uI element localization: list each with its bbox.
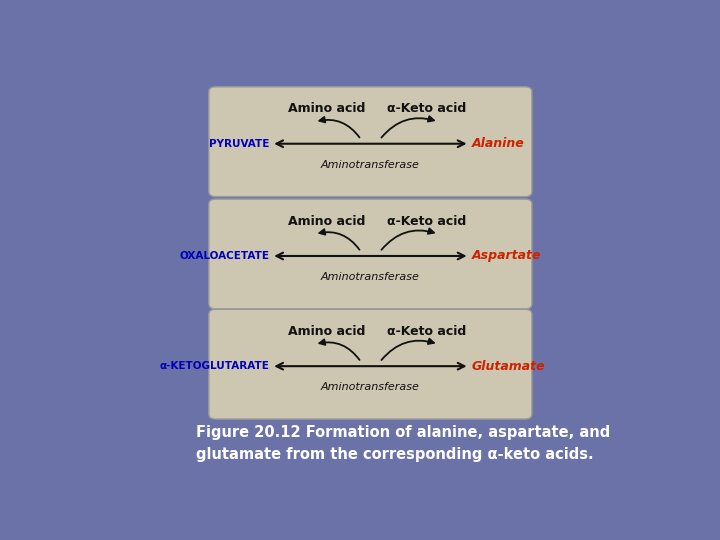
Text: α-KETOGLUTARATE: α-KETOGLUTARATE — [159, 361, 269, 371]
Text: OXALOACETATE: OXALOACETATE — [179, 251, 269, 261]
Text: Amino acid: Amino acid — [288, 325, 366, 338]
Text: PYRUVATE: PYRUVATE — [209, 139, 269, 148]
FancyBboxPatch shape — [209, 199, 532, 309]
FancyBboxPatch shape — [209, 87, 532, 197]
Text: Aminotransferase: Aminotransferase — [321, 160, 420, 170]
Text: Aminotransferase: Aminotransferase — [321, 382, 420, 392]
Text: Aminotransferase: Aminotransferase — [321, 272, 420, 282]
Text: α-Keto acid: α-Keto acid — [387, 325, 466, 338]
Text: Glutamate: Glutamate — [472, 360, 545, 373]
Text: α-Keto acid: α-Keto acid — [387, 102, 466, 116]
Text: Figure 20.12 Formation of alanine, aspartate, and
glutamate from the correspondi: Figure 20.12 Formation of alanine, aspar… — [196, 424, 611, 462]
Text: Alanine: Alanine — [472, 137, 524, 150]
Text: Amino acid: Amino acid — [288, 214, 366, 227]
Text: Aspartate: Aspartate — [472, 249, 541, 262]
FancyBboxPatch shape — [209, 309, 532, 419]
Text: Amino acid: Amino acid — [288, 102, 366, 116]
Text: α-Keto acid: α-Keto acid — [387, 214, 466, 227]
